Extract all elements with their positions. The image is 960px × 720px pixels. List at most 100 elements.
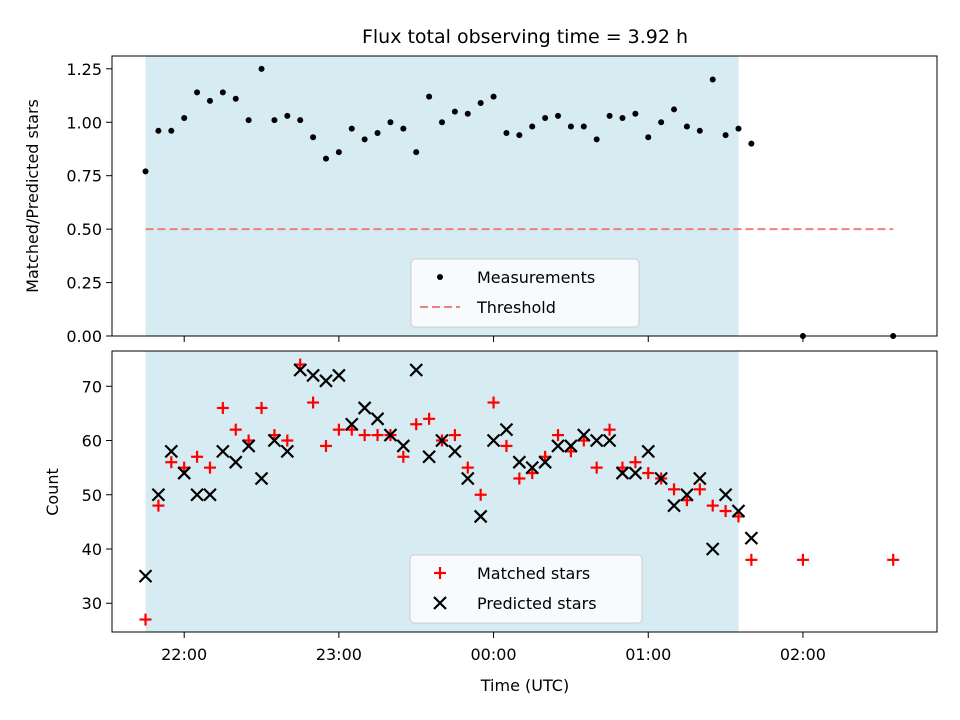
count-points — [138, 358, 900, 626]
measurement-point — [297, 117, 304, 124]
measurement-point — [168, 127, 175, 134]
measurement-point — [580, 123, 587, 130]
measurement-point — [322, 155, 329, 162]
predicted-star-point — [241, 439, 256, 453]
measurement-point — [142, 168, 149, 175]
matched-star-point — [887, 553, 900, 566]
predicted-star-point — [332, 368, 346, 383]
predicted-star-point — [551, 439, 565, 453]
x-axis-label: Time (UTC) — [480, 676, 569, 695]
ratio-y-tick-label: 0.75 — [66, 167, 102, 186]
predicted-star-point — [383, 428, 398, 442]
matched-star-point — [332, 423, 345, 436]
matched-star-point — [474, 488, 487, 501]
measurement-point — [219, 89, 226, 96]
ratio-y-tick-label: 0.50 — [66, 220, 102, 239]
count-x-tick-label: 01:00 — [625, 645, 671, 664]
matched-star-point — [693, 483, 706, 496]
measurement-point — [632, 110, 639, 117]
legend-predicted-marker — [433, 596, 447, 610]
matched-star-point — [603, 423, 616, 436]
count-legend: Matched stars Predicted stars — [409, 554, 643, 624]
predicted-star-point — [615, 466, 630, 480]
measurement-point — [194, 89, 201, 96]
predicted-star-point — [370, 412, 385, 426]
predicted-star-point — [267, 433, 282, 448]
measurement-point — [606, 112, 613, 119]
ratio-y-ticks: 0.00 0.25 0.50 0.75 1.00 1.25 — [66, 60, 112, 346]
predicted-star-point — [216, 444, 230, 459]
measurement-point — [387, 119, 394, 126]
predicted-star-point — [306, 368, 320, 383]
measurement-point — [490, 93, 497, 100]
measurement-point — [619, 114, 626, 121]
ratio-x-ticks — [183, 336, 804, 342]
predicted-star-point — [203, 487, 217, 502]
count-legend-box — [409, 554, 643, 624]
predicted-star-point — [538, 455, 552, 469]
ratio-y-tick-label: 0.00 — [66, 327, 102, 346]
predicted-star-point — [344, 417, 359, 432]
measurement-point — [722, 132, 729, 139]
count-y-tick-label: 50 — [82, 486, 102, 505]
matched-star-point — [307, 396, 320, 409]
measurement-point — [451, 108, 458, 115]
predicted-star-point — [151, 487, 166, 502]
legend-threshold-label: Threshold — [476, 298, 556, 317]
measurement-point — [335, 149, 342, 156]
predicted-star-point — [409, 363, 423, 377]
predicted-star-point — [422, 450, 436, 464]
matched-star-point — [281, 434, 294, 447]
predicted-star-point — [396, 439, 411, 453]
predicted-star-point — [512, 455, 527, 469]
predicted-star-point — [228, 455, 243, 469]
predicted-star-point — [564, 439, 578, 453]
measurement-point — [361, 136, 368, 143]
predicted-star-point — [138, 569, 153, 583]
measurement-point — [464, 110, 471, 117]
measurement-point — [709, 76, 716, 83]
matched-star-point — [796, 553, 809, 566]
predicted-star-point — [293, 363, 307, 377]
predicted-star-point — [319, 374, 333, 388]
predicted-star-point — [280, 444, 295, 459]
measurement-point — [658, 119, 665, 126]
measurement-points — [142, 65, 897, 339]
matched-star-point — [500, 439, 513, 452]
predicted-star-point — [705, 542, 720, 556]
matched-star-point — [139, 613, 152, 626]
measurement-point — [400, 125, 407, 132]
measurement-point — [696, 127, 703, 134]
legend-predicted-label: Predicted stars — [477, 594, 597, 613]
measurement-point — [258, 65, 265, 72]
measurement-point — [232, 95, 239, 102]
matched-star-point — [461, 461, 474, 474]
matched-star-point — [397, 450, 410, 463]
legend-matched-marker — [434, 567, 446, 579]
predicted-star-point — [499, 422, 514, 437]
measurement-point — [310, 134, 317, 141]
measurement-point — [542, 114, 549, 121]
predicted-star-point — [641, 444, 656, 459]
matched-star-point — [552, 429, 565, 442]
measurement-point — [245, 117, 252, 124]
matched-star-point — [487, 396, 500, 409]
legend-measurements-label: Measurements — [477, 268, 595, 287]
ratio-y-label: Matched/Predicted stars — [23, 99, 42, 293]
measurement-point — [735, 125, 742, 132]
measurement-point — [413, 149, 420, 156]
count-x-tick-label: 00:00 — [471, 645, 517, 664]
matched-star-point — [216, 401, 229, 414]
count-y-tick-label: 70 — [82, 377, 102, 396]
predicted-star-point — [628, 466, 643, 480]
measurement-point — [683, 123, 690, 130]
predicted-star-point — [164, 444, 179, 459]
matched-star-point — [745, 553, 758, 566]
matched-star-point — [203, 461, 216, 474]
matched-star-point — [255, 401, 268, 414]
measurement-point — [426, 93, 433, 100]
matched-star-point — [423, 412, 436, 425]
predicted-star-point — [190, 487, 204, 502]
matched-star-point — [410, 418, 423, 431]
measurement-point — [284, 112, 291, 119]
